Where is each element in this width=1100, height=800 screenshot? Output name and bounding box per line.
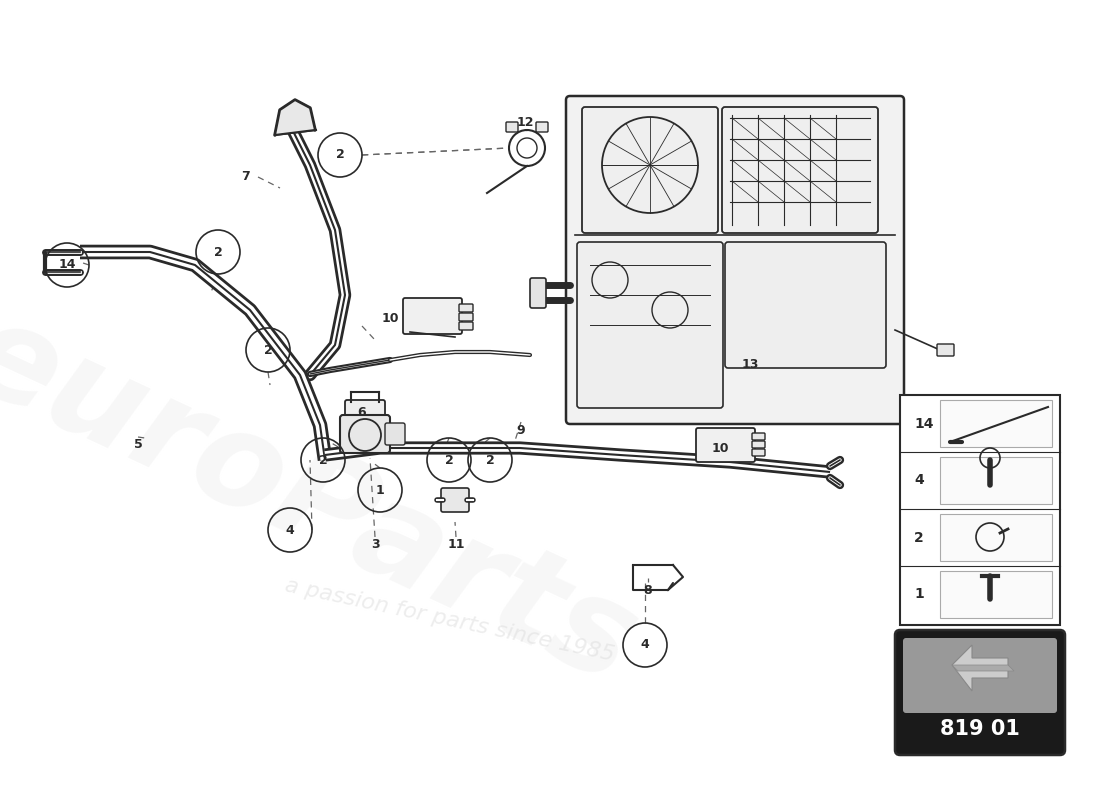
FancyBboxPatch shape — [459, 313, 473, 321]
Polygon shape — [275, 100, 315, 135]
Bar — [900, 395, 1060, 625]
FancyBboxPatch shape — [722, 107, 878, 233]
Bar — [940, 457, 1052, 504]
Bar — [940, 514, 1052, 561]
Text: 4: 4 — [640, 638, 649, 651]
FancyBboxPatch shape — [403, 298, 462, 334]
Text: 7: 7 — [241, 170, 250, 183]
FancyBboxPatch shape — [582, 107, 718, 233]
FancyBboxPatch shape — [895, 630, 1065, 755]
Polygon shape — [952, 665, 1014, 671]
FancyBboxPatch shape — [536, 122, 548, 132]
Text: 4: 4 — [914, 474, 924, 487]
Text: 3: 3 — [371, 538, 380, 551]
FancyBboxPatch shape — [752, 441, 764, 448]
Text: 10: 10 — [712, 442, 728, 454]
Bar — [940, 400, 1052, 447]
FancyBboxPatch shape — [752, 449, 764, 456]
Text: 2: 2 — [319, 454, 328, 466]
Text: 2: 2 — [444, 454, 453, 466]
Text: 2: 2 — [914, 530, 924, 545]
FancyBboxPatch shape — [696, 428, 755, 462]
Text: 8: 8 — [644, 583, 652, 597]
Text: a passion for parts since 1985: a passion for parts since 1985 — [284, 575, 617, 665]
FancyBboxPatch shape — [340, 415, 390, 453]
FancyBboxPatch shape — [903, 638, 1057, 713]
Text: 819 01: 819 01 — [940, 719, 1020, 739]
Text: 1: 1 — [914, 587, 924, 602]
Text: 10: 10 — [382, 311, 398, 325]
FancyBboxPatch shape — [578, 242, 723, 408]
Text: 2: 2 — [264, 343, 273, 357]
Text: 1: 1 — [375, 483, 384, 497]
FancyBboxPatch shape — [506, 122, 518, 132]
Text: 2: 2 — [485, 454, 494, 466]
Text: 11: 11 — [448, 538, 464, 551]
Text: 14: 14 — [914, 417, 934, 430]
Text: 14: 14 — [58, 258, 76, 271]
Text: 4: 4 — [286, 523, 295, 537]
FancyBboxPatch shape — [937, 344, 954, 356]
FancyBboxPatch shape — [459, 304, 473, 312]
Text: 6: 6 — [358, 406, 366, 418]
Text: 2: 2 — [336, 149, 344, 162]
Text: 2: 2 — [213, 246, 222, 258]
FancyBboxPatch shape — [725, 242, 886, 368]
Polygon shape — [952, 645, 1008, 691]
FancyBboxPatch shape — [566, 96, 904, 424]
FancyBboxPatch shape — [385, 423, 405, 445]
FancyBboxPatch shape — [345, 400, 385, 424]
Text: 13: 13 — [741, 358, 759, 371]
Bar — [940, 571, 1052, 618]
Text: 9: 9 — [517, 423, 526, 437]
Text: 5: 5 — [133, 438, 142, 451]
Text: euroParts: euroParts — [0, 290, 654, 710]
FancyBboxPatch shape — [441, 488, 469, 512]
FancyBboxPatch shape — [530, 278, 546, 308]
FancyBboxPatch shape — [459, 322, 473, 330]
FancyBboxPatch shape — [752, 433, 764, 440]
Text: 12: 12 — [516, 115, 534, 129]
